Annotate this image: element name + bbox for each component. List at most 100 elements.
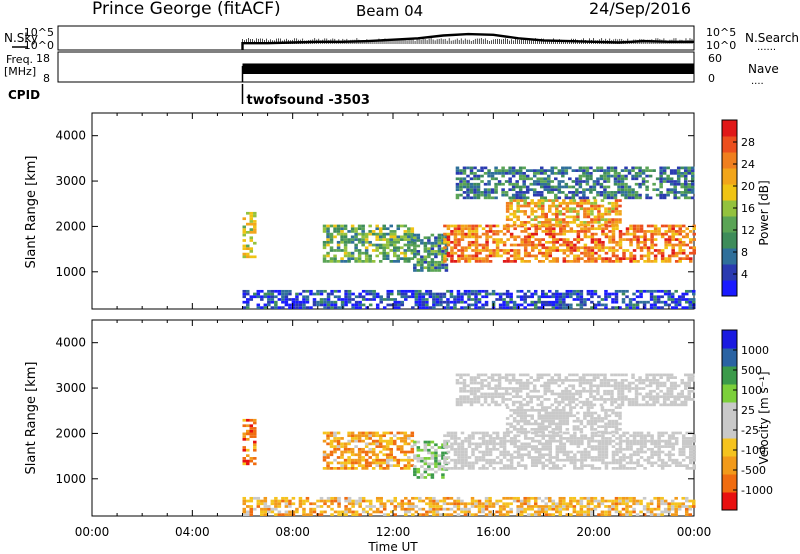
scatter-cell (540, 507, 545, 511)
scatter-cell (385, 445, 390, 448)
scatter-cell (242, 247, 247, 251)
scatter-cell (453, 230, 458, 233)
scatter-cell (606, 196, 611, 200)
scatter-cell (688, 289, 692, 293)
scatter-cell (558, 414, 563, 418)
scatter-cell (483, 191, 488, 194)
scatter-cell (540, 510, 545, 514)
scatter-cell (611, 434, 616, 438)
scatter-cell (576, 215, 580, 219)
scatter-cell (627, 381, 632, 385)
scatter-cell (481, 246, 486, 250)
scatter-cell (692, 456, 697, 459)
scatter-cell (621, 513, 626, 516)
scatter-cell (562, 260, 567, 263)
scatter-cell (617, 381, 621, 385)
scatter-cell (484, 292, 489, 296)
scatter-cell (618, 230, 623, 233)
scatter-cell (583, 215, 587, 219)
scatter-cell (657, 230, 661, 233)
scatter-cell (631, 403, 635, 407)
scatter-cell (611, 439, 616, 443)
scatter-cell (655, 398, 660, 401)
scatter-cell (611, 292, 615, 296)
scatter-cell (437, 459, 442, 463)
scatter-cell (435, 507, 440, 511)
scatter-cell (364, 445, 369, 448)
scatter-cell (615, 437, 619, 440)
scatter-cell (494, 403, 498, 407)
scatter-cell (537, 251, 542, 255)
scatter-cell (354, 232, 358, 236)
scatter-cell (681, 298, 685, 301)
scatter-cell (420, 260, 424, 264)
scatter-cell (506, 249, 510, 252)
scatter-cell (683, 177, 688, 181)
scatter-cell (326, 505, 331, 508)
scatter-cell (453, 453, 458, 457)
scatter-cell (428, 295, 433, 299)
scatter-cell (551, 303, 556, 307)
scatter-cell (491, 289, 496, 293)
scatter-cell (393, 306, 398, 309)
scatter-cell (437, 462, 442, 466)
scatter-cell (312, 298, 317, 301)
scatter-cell (487, 171, 491, 175)
scatter-cell (613, 387, 618, 390)
scatter-cell (539, 373, 544, 377)
scatter-cell (607, 292, 612, 296)
scatter-cell (502, 240, 507, 244)
scatter-cell (393, 505, 398, 508)
scatter-cell (620, 185, 625, 189)
scatter-cell (555, 458, 560, 462)
scatter-cell (565, 505, 570, 508)
scatter-cell (495, 251, 500, 255)
scatter-cell (515, 381, 519, 385)
scatter-cell (621, 496, 626, 500)
scatter-cell (357, 461, 362, 465)
scatter-cell (607, 425, 612, 428)
scatter-cell (393, 434, 397, 438)
scatter-cell (550, 171, 555, 175)
scatter-cell (430, 462, 435, 466)
scatter-cell (599, 193, 604, 197)
scatter-cell (490, 400, 495, 404)
scatter-cell (653, 232, 658, 236)
scatter-cell (576, 303, 580, 307)
scatter-cell (557, 392, 562, 396)
scatter-cell (624, 191, 628, 194)
scatter-cell (249, 432, 254, 436)
scatter-cell (559, 434, 563, 438)
scatter-cell (428, 306, 433, 309)
scatter-cell (501, 191, 505, 194)
scatter-cell (674, 289, 678, 293)
scatter-cell (467, 442, 472, 446)
scatter-cell (648, 395, 653, 399)
scatter-cell (430, 440, 435, 444)
scatter-cell (573, 257, 577, 260)
scatter-cell (547, 389, 551, 393)
scatter-cell (608, 240, 612, 244)
scatter-cell (548, 246, 553, 250)
scatter-cell (516, 439, 521, 443)
scatter-cell (368, 254, 372, 258)
scatter-cell (407, 467, 411, 470)
scatter-cell (634, 392, 639, 396)
scatter-cell (649, 292, 654, 296)
scatter-cell (407, 289, 412, 293)
scatter-cell (649, 499, 654, 503)
scatter-cell (667, 505, 671, 508)
scatter-cell (462, 378, 467, 382)
scatter-cell (548, 303, 552, 307)
scatter-cell (614, 220, 619, 224)
scatter-cell (473, 191, 477, 194)
scatter-cell (459, 381, 463, 385)
scatter-cell (634, 403, 639, 407)
scatter-cell (652, 400, 656, 404)
scatter-cell (664, 453, 668, 457)
scatter-cell (309, 507, 313, 511)
scatter-cell (435, 303, 440, 307)
scatter-cell (569, 251, 574, 255)
scatter-cell (386, 499, 390, 503)
scatter-cell (636, 442, 640, 446)
